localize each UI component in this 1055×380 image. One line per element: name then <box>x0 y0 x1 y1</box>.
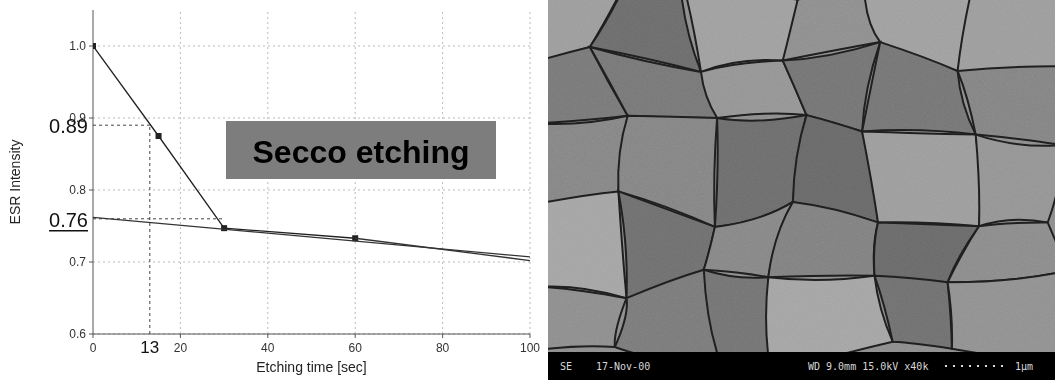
scale-dot <box>969 365 971 367</box>
y-axis-title: ESR Intensity <box>7 140 23 225</box>
data-point <box>156 133 162 139</box>
grid-line-x <box>530 10 531 334</box>
scale-dot <box>953 365 955 367</box>
grid-line-y <box>93 190 530 191</box>
underline <box>49 230 88 232</box>
y-tick <box>89 334 93 335</box>
scale-dot <box>993 365 995 367</box>
scale-dot <box>977 365 979 367</box>
scale-dot <box>985 365 987 367</box>
annotation-label: 0.89 <box>49 115 88 137</box>
info-text: 17-Nov-00 <box>596 361 650 372</box>
x-axis <box>93 334 530 335</box>
data-point <box>93 43 96 49</box>
x-tick-label: 40 <box>261 341 275 355</box>
y-tick-label: 0.6 <box>69 327 86 341</box>
info-text: 1μm <box>1015 361 1033 372</box>
grains <box>548 0 1055 352</box>
y-tick-label: 0.8 <box>69 183 86 197</box>
series-line <box>93 217 530 257</box>
y-tick <box>89 190 93 191</box>
x-tick-label: 0 <box>90 341 97 355</box>
x-tick-label: 20 <box>174 341 188 355</box>
scale-dot <box>945 365 947 367</box>
info-text: SE <box>560 361 572 372</box>
y-axis <box>93 10 94 334</box>
title-box: Secco etching <box>226 121 496 179</box>
grid-line-y <box>93 262 530 263</box>
x-tick <box>180 334 181 338</box>
grid-line-y <box>93 334 530 335</box>
scale-dot <box>961 365 963 367</box>
y-tick <box>89 46 93 47</box>
info-bar <box>548 352 1055 380</box>
scale-dot <box>1001 365 1003 367</box>
data-point <box>221 225 227 231</box>
annotation-line <box>93 125 150 126</box>
title-background <box>226 121 496 179</box>
annotation-label: 0.76 <box>49 209 88 231</box>
x-tick <box>93 334 94 338</box>
grid-line-y <box>93 118 530 119</box>
sem-image: SE 17-Nov-00 WD 9.0mm 15.0kV x40k 1μm <box>494 0 1055 380</box>
annotation-guides <box>93 125 224 334</box>
canvas: 0204060801000.60.70.80.91.0Etching time … <box>0 0 1055 380</box>
x-tick-label: 60 <box>349 341 363 355</box>
sem-background <box>548 0 1055 352</box>
grid-line-x <box>180 10 181 334</box>
y-tick-label: 1.0 <box>69 39 86 53</box>
x-axis-title: Etching time [sec] <box>256 359 367 375</box>
x-tick <box>530 334 531 338</box>
grid-line-y <box>93 46 530 47</box>
annotation-label: 13 <box>140 338 159 357</box>
x-tick-label: 80 <box>436 341 450 355</box>
sem-noise <box>548 0 1055 352</box>
info-text: WD 9.0mm 15.0kV x40k <box>808 361 928 372</box>
y-tick <box>89 118 93 119</box>
chart-title: Secco etching <box>253 134 470 170</box>
x-tick <box>442 334 443 338</box>
series-line <box>355 238 530 260</box>
annotation-line <box>149 125 150 334</box>
x-tick <box>355 334 356 338</box>
y-tick <box>89 262 93 263</box>
series-group <box>93 43 530 261</box>
x-tick-label: 100 <box>520 341 540 355</box>
y-tick-label: 0.7 <box>69 255 86 269</box>
x-tick <box>267 334 268 338</box>
